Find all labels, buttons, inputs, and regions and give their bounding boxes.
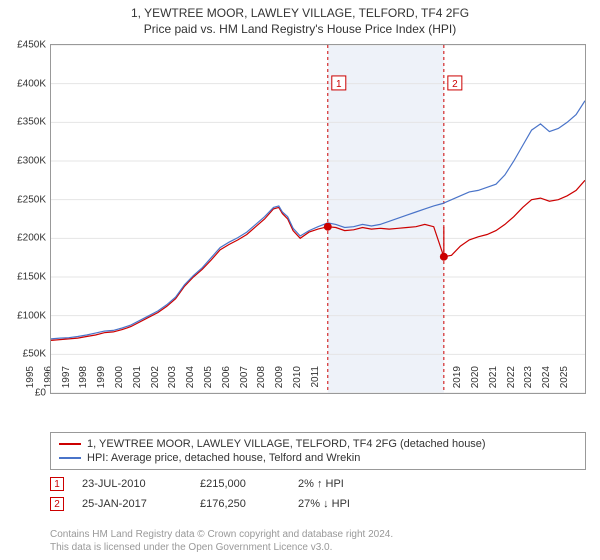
y-tick-label: £300K: [2, 156, 46, 167]
sale-marker: 2: [50, 497, 64, 511]
x-tick-label: 1995: [25, 366, 36, 396]
y-tick-label: £250K: [2, 194, 46, 205]
legend-item-2: HPI: Average price, detached house, Telf…: [59, 451, 577, 465]
svg-text:2: 2: [452, 79, 458, 90]
sales-table: 1 23-JUL-2010 £215,000 2% ↑ HPI 2 25-JAN-2017…: [50, 474, 398, 514]
y-tick-label: £50K: [2, 349, 46, 360]
chart-plot-area: 12: [50, 44, 586, 394]
legend-label-1: 1, YEWTREE MOOR, LAWLEY VILLAGE, TELFORD…: [87, 438, 486, 450]
y-tick-label: £100K: [2, 310, 46, 321]
y-tick-label: £450K: [2, 40, 46, 51]
legend: 1, YEWTREE MOOR, LAWLEY VILLAGE, TELFORD…: [50, 432, 586, 470]
chart-svg: 12: [51, 45, 585, 393]
footer-line1: Contains HM Land Registry data © Crown c…: [50, 528, 393, 541]
legend-swatch-2: [59, 457, 81, 459]
title-line2: Price paid vs. HM Land Registry's House …: [0, 22, 600, 38]
svg-text:1: 1: [336, 79, 342, 90]
legend-item-1: 1, YEWTREE MOOR, LAWLEY VILLAGE, TELFORD…: [59, 437, 577, 451]
sale-date: 23-JUL-2010: [82, 478, 182, 490]
sale-pct: 2% ↑ HPI: [298, 478, 398, 490]
chart-container: 1, YEWTREE MOOR, LAWLEY VILLAGE, TELFORD…: [0, 0, 600, 560]
sale-date: 25-JAN-2017: [82, 498, 182, 510]
legend-label-2: HPI: Average price, detached house, Telf…: [87, 452, 360, 464]
sale-pct: 27% ↓ HPI: [298, 498, 398, 510]
sale-row: 2 25-JAN-2017 £176,250 27% ↓ HPI: [50, 494, 398, 514]
sale-marker: 1: [50, 477, 64, 491]
title-line1: 1, YEWTREE MOOR, LAWLEY VILLAGE, TELFORD…: [0, 6, 600, 22]
y-tick-label: £350K: [2, 117, 46, 128]
chart-title: 1, YEWTREE MOOR, LAWLEY VILLAGE, TELFORD…: [0, 0, 600, 37]
y-tick-label: £0: [2, 388, 46, 399]
footer: Contains HM Land Registry data © Crown c…: [50, 528, 393, 554]
y-tick-label: £150K: [2, 272, 46, 283]
footer-line2: This data is licensed under the Open Gov…: [50, 541, 393, 554]
legend-swatch-1: [59, 443, 81, 445]
sale-price: £176,250: [200, 498, 280, 510]
y-tick-label: £400K: [2, 78, 46, 89]
sale-price: £215,000: [200, 478, 280, 490]
y-tick-label: £200K: [2, 233, 46, 244]
sale-row: 1 23-JUL-2010 £215,000 2% ↑ HPI: [50, 474, 398, 494]
